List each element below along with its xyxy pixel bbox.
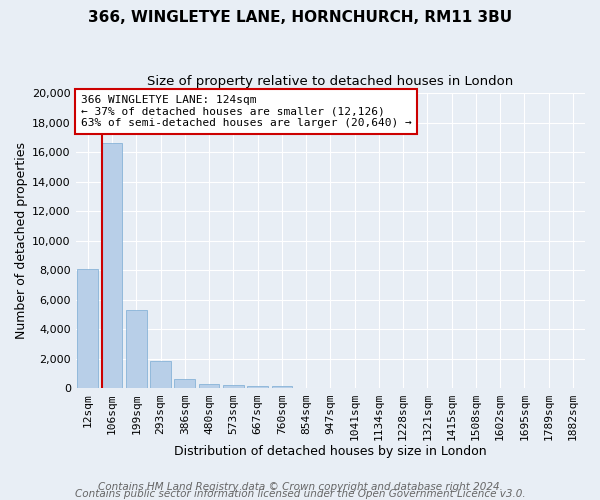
- Text: Contains public sector information licensed under the Open Government Licence v3: Contains public sector information licen…: [74, 489, 526, 499]
- Title: Size of property relative to detached houses in London: Size of property relative to detached ho…: [147, 75, 514, 88]
- Bar: [199, 384, 220, 388]
- X-axis label: Distribution of detached houses by size in London: Distribution of detached houses by size …: [174, 444, 487, 458]
- Bar: [247, 386, 268, 388]
- Bar: [272, 386, 292, 388]
- Bar: [102, 144, 122, 388]
- Bar: [126, 310, 146, 388]
- Text: 366 WINGLETYE LANE: 124sqm
← 37% of detached houses are smaller (12,126)
63% of : 366 WINGLETYE LANE: 124sqm ← 37% of deta…: [81, 95, 412, 128]
- Bar: [223, 386, 244, 388]
- Text: 366, WINGLETYE LANE, HORNCHURCH, RM11 3BU: 366, WINGLETYE LANE, HORNCHURCH, RM11 3B…: [88, 10, 512, 25]
- Bar: [77, 269, 98, 388]
- Text: Contains HM Land Registry data © Crown copyright and database right 2024.: Contains HM Land Registry data © Crown c…: [98, 482, 502, 492]
- Bar: [175, 378, 195, 388]
- Bar: [150, 361, 171, 388]
- Y-axis label: Number of detached properties: Number of detached properties: [15, 142, 28, 340]
